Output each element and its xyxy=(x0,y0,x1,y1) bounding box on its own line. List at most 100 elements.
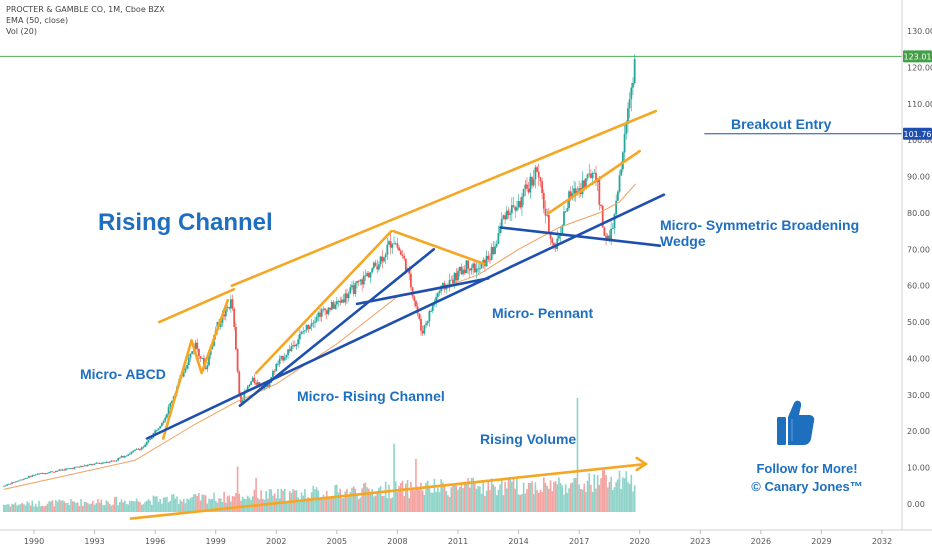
volume-bar xyxy=(23,504,25,512)
candle xyxy=(236,348,239,374)
volume-bar xyxy=(537,492,540,512)
candle xyxy=(184,365,187,374)
candle xyxy=(546,208,549,218)
candle xyxy=(12,482,15,484)
volume-bar xyxy=(263,499,266,512)
candle xyxy=(468,268,471,278)
time-tick-label: 2020 xyxy=(630,537,650,546)
volume-bar xyxy=(140,504,143,512)
trendline-blue[interactable] xyxy=(355,277,490,306)
volume-bar xyxy=(124,500,126,512)
candle xyxy=(298,329,301,345)
candle xyxy=(169,402,172,410)
candle xyxy=(293,340,296,348)
volume-bar xyxy=(100,499,103,512)
candle xyxy=(462,266,464,277)
volume-bar xyxy=(305,498,308,512)
volume-bar xyxy=(576,398,579,512)
candle xyxy=(500,212,503,234)
volume-bar xyxy=(558,477,560,512)
trendline-orange[interactable] xyxy=(161,298,230,440)
candle xyxy=(524,179,527,197)
candle xyxy=(342,294,345,304)
volume-bar xyxy=(329,497,331,512)
candle xyxy=(460,263,463,276)
volume-bar xyxy=(134,501,136,512)
trendline-orange[interactable] xyxy=(129,462,648,520)
trendline-orange[interactable] xyxy=(254,229,393,375)
volume-bar xyxy=(512,478,515,512)
ema-indicator-label[interactable]: EMA (50, close) xyxy=(6,16,69,25)
candle xyxy=(283,353,286,362)
volume-bar xyxy=(211,498,214,512)
candle xyxy=(251,376,254,383)
candle xyxy=(541,177,544,200)
volume-bar xyxy=(152,495,155,512)
candle xyxy=(623,123,626,163)
candle xyxy=(477,262,480,275)
candle xyxy=(346,288,348,304)
candle xyxy=(314,316,316,328)
volume-indicator-label[interactable]: Vol (20) xyxy=(6,27,37,36)
volume-bar xyxy=(159,499,161,512)
candle xyxy=(334,301,337,310)
trendline-orange[interactable] xyxy=(392,229,486,266)
trendline-orange[interactable] xyxy=(157,288,236,324)
candle xyxy=(595,165,597,186)
volume-bar xyxy=(302,495,305,512)
volume-bar xyxy=(193,494,195,512)
volume-bar xyxy=(526,489,528,512)
symbol-title: PROCTER & GAMBLE CO, 1M, Cboe BZX xyxy=(6,5,165,14)
volume-bar xyxy=(524,493,527,512)
candle xyxy=(41,472,44,475)
candle xyxy=(38,473,40,475)
time-tick-label: 1993 xyxy=(84,537,104,546)
time-axis[interactable]: 1990 1993 1996 1999 2002 2005 2008 2011 2014 2017… xyxy=(24,530,892,546)
volume-bar xyxy=(465,482,468,512)
candle xyxy=(369,271,372,284)
copyright-label: © Canary Jones™ xyxy=(751,479,862,494)
candle xyxy=(277,360,279,367)
volume-bar xyxy=(421,490,424,512)
volume-bar xyxy=(167,502,170,512)
candle xyxy=(509,209,512,221)
candle xyxy=(132,450,135,453)
volume-bar xyxy=(423,495,426,512)
volume-bar xyxy=(332,497,335,512)
candle xyxy=(134,449,136,452)
candle xyxy=(113,460,116,462)
candle xyxy=(31,474,34,477)
trendline-blue[interactable] xyxy=(499,226,662,247)
candle xyxy=(492,240,495,256)
volume-bar xyxy=(150,504,153,512)
volume-bar xyxy=(201,494,204,512)
candle xyxy=(122,455,125,458)
trendline-orange[interactable] xyxy=(547,149,641,215)
volume-bar xyxy=(474,483,476,512)
volume-bar xyxy=(51,500,54,512)
candle xyxy=(199,355,202,362)
volume-bar xyxy=(484,495,486,512)
volume-bar xyxy=(223,491,225,512)
trendline-blue[interactable] xyxy=(238,248,436,408)
volume-bar xyxy=(383,496,385,512)
candle xyxy=(539,176,542,188)
volume-bar xyxy=(164,497,167,512)
volume-bars xyxy=(2,398,636,512)
candle xyxy=(394,241,397,245)
volume-bar xyxy=(162,497,165,512)
candle xyxy=(127,454,130,457)
volume-bar xyxy=(198,492,200,512)
trendline-orange[interactable] xyxy=(230,109,658,287)
candle xyxy=(502,214,505,220)
volume-bar xyxy=(314,489,316,512)
volume-bar xyxy=(21,502,24,512)
price-axis[interactable]: 0.00 10.00 20.00 30.00 40.00 50.00 60.00 70.00 8… xyxy=(907,27,932,509)
volume-bar xyxy=(569,483,572,512)
volume-bar xyxy=(110,505,113,512)
candle xyxy=(366,271,369,277)
candle xyxy=(489,253,491,265)
price-tick-label: 120.00 xyxy=(907,63,932,72)
volume-bar xyxy=(549,480,552,512)
